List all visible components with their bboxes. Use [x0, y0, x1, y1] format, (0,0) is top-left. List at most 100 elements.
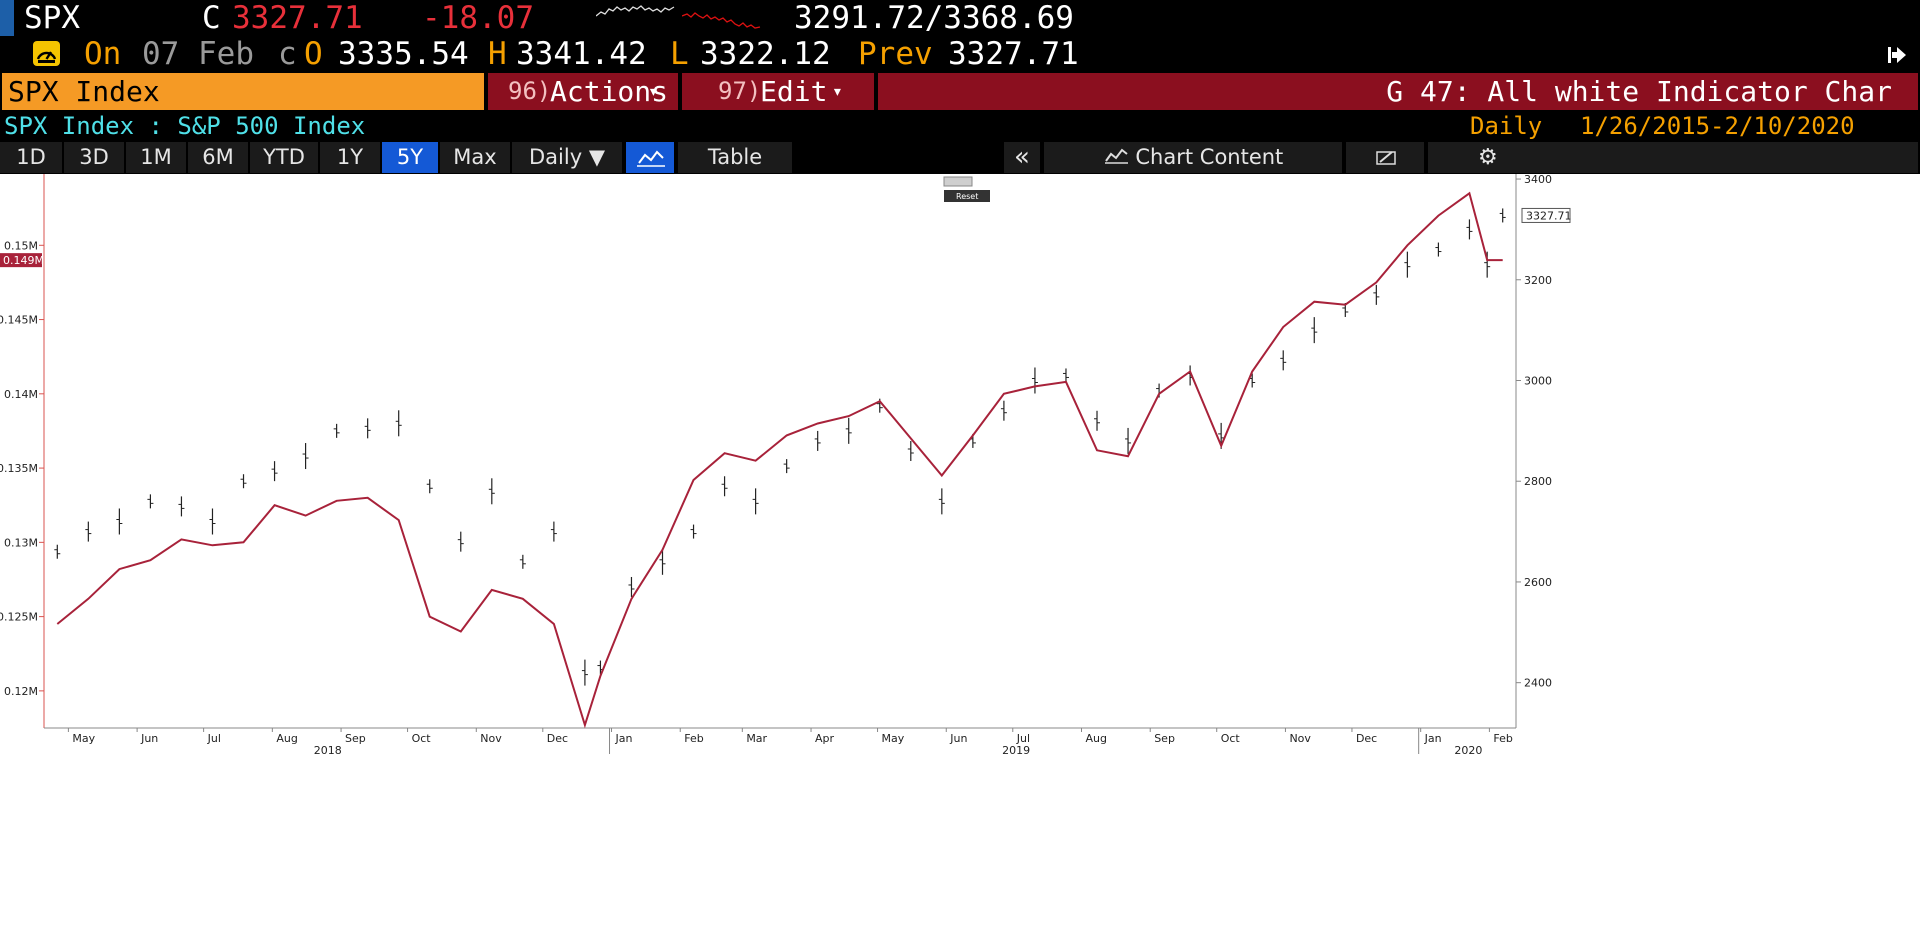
- period-3d[interactable]: 3D: [64, 142, 126, 173]
- left-tick-label: 0.145M: [0, 314, 38, 327]
- x-tick-label: Feb: [684, 732, 703, 745]
- window-accent: [0, 0, 14, 36]
- x-tick-label: May: [882, 732, 905, 745]
- edit-number: 97): [718, 77, 762, 105]
- intraday-sparkline: [596, 5, 675, 17]
- left-tick-label: 0.15M: [4, 239, 38, 252]
- x-tick-label: Apr: [815, 732, 835, 745]
- security-description: SPX Index : S&P 500 Index: [4, 112, 366, 140]
- date-range[interactable]: 1/26/2015-2/10/2020: [1580, 112, 1855, 140]
- right-tick-label: 3200: [1524, 274, 1552, 287]
- chevron-down-icon: ▾: [832, 81, 843, 102]
- x-tick-label: Jul: [207, 732, 221, 745]
- x-tick-label: Sep: [345, 732, 366, 745]
- zoom-widget-icon: [943, 176, 973, 187]
- on-label: On: [84, 36, 122, 72]
- period-max[interactable]: Max: [440, 142, 512, 173]
- period-1m[interactable]: 1M: [126, 142, 188, 173]
- quote-line: On 07 Feb c O 3335.54 H 3341.42 L 3322.1…: [0, 36, 1920, 72]
- chart-content-icon: [1103, 143, 1129, 174]
- x-tick-label: Dec: [1356, 732, 1377, 745]
- open-value: 3335.54: [338, 36, 469, 72]
- period-6m[interactable]: 6M: [188, 142, 250, 173]
- period-1d[interactable]: 1D: [0, 142, 64, 173]
- export-icon[interactable]: [1886, 44, 1910, 66]
- x-tick-label: Nov: [1289, 732, 1311, 745]
- close-value: 3327.71: [232, 0, 363, 36]
- indicator-line: [56, 191, 1503, 729]
- year-label: 2018: [314, 744, 342, 757]
- frequency-select[interactable]: Daily ▼: [512, 142, 624, 173]
- frequency-label: Daily: [1470, 112, 1543, 140]
- actions-number: 96): [508, 77, 552, 105]
- x-tick-label: Jan: [1424, 732, 1442, 745]
- x-tick-label: Jan: [615, 732, 633, 745]
- function-bar: SPX Index 96) Actions ▾ 97) Edit ▾ G 47:…: [0, 73, 1920, 110]
- right-tick-label: 2600: [1524, 576, 1552, 589]
- alert-icon[interactable]: [33, 41, 60, 66]
- period-ytd[interactable]: YTD: [250, 142, 320, 173]
- x-tick-label: Nov: [480, 732, 502, 745]
- x-tick-label: Mar: [746, 732, 767, 745]
- left-current-value: 0.149M: [3, 254, 44, 267]
- right-tick-label: 3000: [1524, 374, 1552, 387]
- x-tick-label: Jul: [1016, 732, 1030, 745]
- right-tick-label: 2800: [1524, 475, 1552, 488]
- close-prefix: C: [202, 0, 221, 36]
- period-1y[interactable]: 1Y: [320, 142, 382, 173]
- high-label: H: [488, 36, 507, 72]
- left-tick-label: 0.135M: [0, 462, 38, 475]
- actions-menu[interactable]: 96) Actions ▾: [488, 73, 678, 110]
- right-current-value: 3327.71: [1526, 209, 1572, 222]
- left-tick-label: 0.12M: [4, 685, 38, 698]
- table-button[interactable]: Table: [678, 142, 794, 173]
- annotate-icon[interactable]: [1346, 142, 1426, 173]
- chart-toolbar: 1D 3D 1M 6M YTD 1Y 5Y Max Daily ▼ Table …: [0, 142, 1920, 173]
- open-label: O: [304, 36, 323, 72]
- reset-button: [944, 190, 990, 202]
- reset-label: Reset: [956, 192, 978, 201]
- chart-content-button[interactable]: Chart Content: [1044, 142, 1344, 173]
- x-tick-label: Jun: [140, 732, 158, 745]
- gear-icon[interactable]: ⚙: [1478, 145, 1498, 170]
- x-tick-label: Oct: [412, 732, 432, 745]
- net-change: -18.07: [422, 0, 534, 36]
- edit-label: Edit: [760, 75, 828, 108]
- left-current-tag: [0, 253, 42, 268]
- prev-value: 3327.71: [948, 36, 1079, 72]
- ticker-symbol: SPX: [24, 0, 80, 36]
- year-label: 2020: [1454, 744, 1482, 757]
- intraday-sparkline-red: [682, 12, 761, 29]
- right-tick-label: 2400: [1524, 677, 1552, 690]
- security-label: SPX Index: [8, 75, 160, 108]
- right-current-tag: [1521, 207, 1571, 223]
- prev-label: Prev: [858, 36, 933, 72]
- chart-area[interactable]: 0.12M 0.125M 0.13M 0.135M 0.14M 0.145M 0.15M 24…: [0, 174, 1920, 926]
- period-5y[interactable]: 5Y: [382, 142, 440, 173]
- x-tick-label: Feb: [1493, 732, 1512, 745]
- security-field[interactable]: SPX Index: [2, 73, 484, 110]
- chart-content-label: Chart Content: [1135, 145, 1284, 169]
- left-tick-label: 0.125M: [0, 611, 38, 624]
- edit-menu[interactable]: 97) Edit ▾: [682, 73, 874, 110]
- ticker-line: SPX C 3327.71 -18.07 3291.72/3368.69: [0, 0, 1920, 36]
- left-tick-label: 0.13M: [4, 536, 38, 549]
- x-tick-label: Aug: [276, 732, 297, 745]
- toolbar-spacer: [794, 142, 1002, 173]
- actions-label: Actions: [550, 75, 669, 108]
- settings-bar: ⚙: [1428, 142, 1920, 173]
- collapse-button[interactable]: «: [1004, 142, 1042, 173]
- x-tick-label: Sep: [1154, 732, 1175, 745]
- line-chart-icon[interactable]: [626, 142, 676, 173]
- page-title: G 47: All white Indicator Char: [1386, 75, 1892, 108]
- quote-flag: c: [278, 36, 297, 72]
- price-chart[interactable]: 0.12M 0.125M 0.13M 0.135M 0.14M 0.145M 0.15M 24…: [0, 174, 1920, 926]
- x-tick-label: Dec: [547, 732, 568, 745]
- high-value: 3341.42: [516, 36, 647, 72]
- quote-date: 07 Feb: [142, 36, 254, 72]
- low-value: 3322.12: [700, 36, 831, 72]
- x-tick-label: Jun: [949, 732, 967, 745]
- right-tick-label: 3400: [1524, 174, 1552, 186]
- page-title-bar: G 47: All white Indicator Char: [878, 73, 1918, 110]
